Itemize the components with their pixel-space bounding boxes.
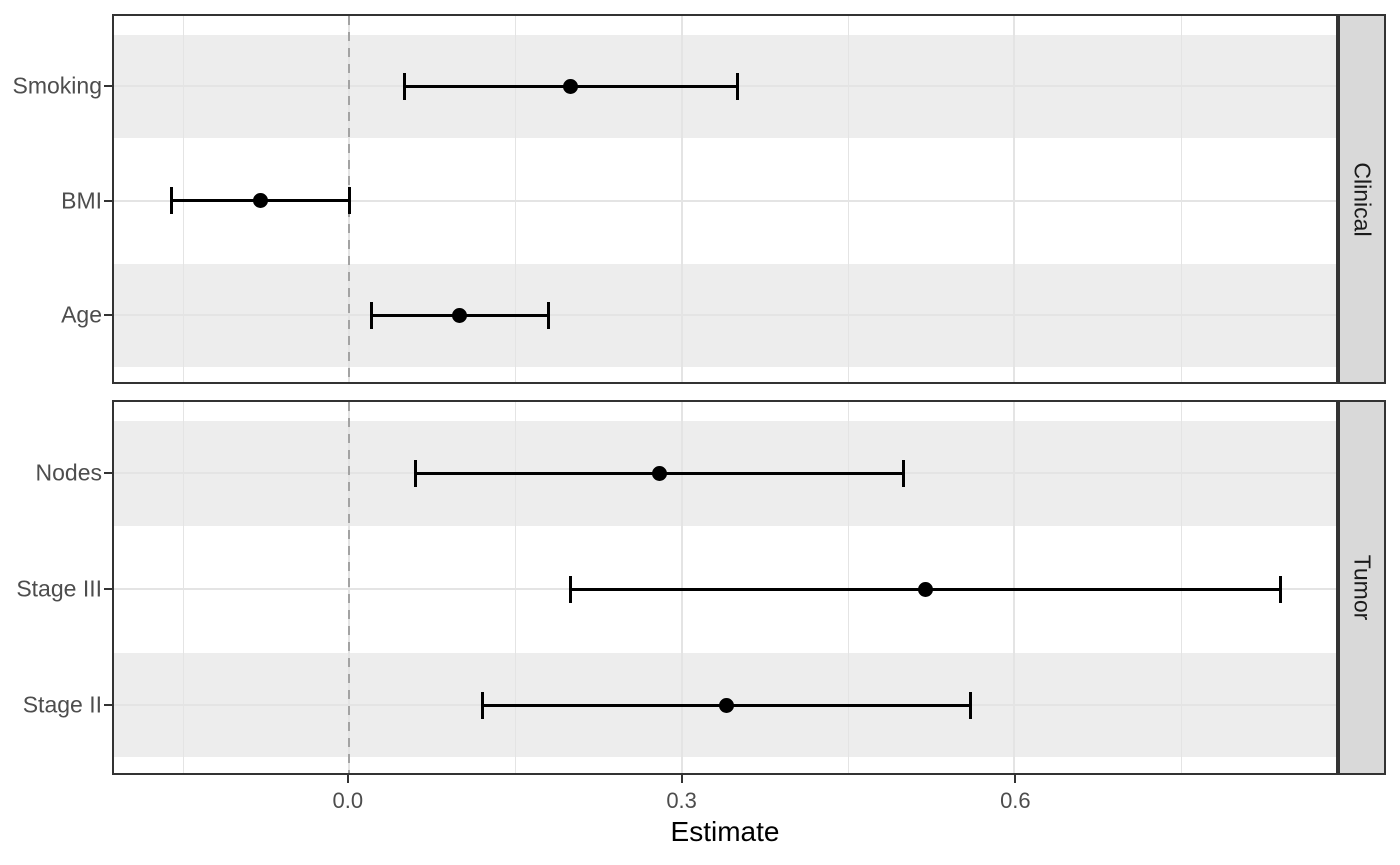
facet-strip-label-clinical: Clinical xyxy=(1349,161,1376,237)
y-axis-tick xyxy=(104,199,112,202)
x-axis-title: Estimate xyxy=(670,816,780,847)
gridline-vertical-major xyxy=(680,402,683,773)
facet-strip-clinical: Clinical xyxy=(1338,14,1386,384)
category-label-age: Age xyxy=(61,301,102,328)
x-axis-tick xyxy=(680,775,683,783)
x-axis-tick xyxy=(1014,775,1017,783)
error-bar-cap-high xyxy=(902,459,906,487)
gridline-vertical-minor xyxy=(182,16,184,382)
category-label-bmi: BMI xyxy=(61,187,102,214)
error-bar-cap-low xyxy=(369,301,373,329)
y-axis-tick xyxy=(104,704,112,707)
y-axis-tick xyxy=(104,314,112,317)
gridline-vertical-minor xyxy=(515,16,517,382)
gridline-vertical-minor xyxy=(848,402,850,773)
x-axis-tick-label: 0.0 xyxy=(332,788,364,813)
category-label-stage-ii: Stage II xyxy=(22,691,102,718)
gridline-vertical-minor xyxy=(515,402,517,773)
facet-strip-label-tumor: Tumor xyxy=(1349,554,1376,621)
error-bar-cap-high xyxy=(735,72,739,100)
y-axis-tick xyxy=(104,472,112,475)
facet-strip-tumor: Tumor xyxy=(1338,400,1386,775)
gridline-vertical-major xyxy=(1013,16,1016,382)
gridline-vertical-major xyxy=(680,16,683,382)
x-axis-tick-label: 0.6 xyxy=(1000,788,1031,813)
category-label-stage-iii: Stage III xyxy=(16,575,102,602)
y-axis-tick xyxy=(104,588,112,591)
error-bar-cap-low xyxy=(480,691,484,719)
gridline-horizontal xyxy=(114,199,1336,202)
point-estimate-nodes xyxy=(652,465,668,481)
x-axis-tick xyxy=(346,775,349,783)
error-bar-cap-low xyxy=(170,187,174,215)
point-estimate-bmi xyxy=(252,193,268,209)
error-bar-cap-low xyxy=(569,575,573,603)
panel-clinical xyxy=(112,14,1338,384)
error-bar-cap-high xyxy=(547,301,551,329)
panel-tumor xyxy=(112,400,1338,775)
error-bar-cap-low xyxy=(414,459,418,487)
gridline-horizontal xyxy=(114,314,1336,317)
point-estimate-smoking xyxy=(563,78,579,94)
zero-reference-line xyxy=(348,402,351,773)
gridline-vertical-major xyxy=(1013,402,1016,773)
point-estimate-stage-iii xyxy=(918,581,934,597)
error-bar-cap-low xyxy=(403,72,407,100)
point-estimate-stage-ii xyxy=(718,697,734,713)
y-axis-tick xyxy=(104,85,112,88)
gridline-vertical-minor xyxy=(1180,16,1182,382)
error-bar-cap-high xyxy=(968,691,972,719)
gridline-vertical-minor xyxy=(1180,402,1182,773)
point-estimate-age xyxy=(452,307,468,323)
category-label-nodes: Nodes xyxy=(35,459,102,486)
error-bar-cap-high xyxy=(1279,575,1283,603)
gridline-vertical-minor xyxy=(848,16,850,382)
error-bar-cap-high xyxy=(347,187,351,215)
category-label-smoking: Smoking xyxy=(12,72,102,99)
x-axis-tick-label: 0.3 xyxy=(666,788,697,813)
gridline-vertical-minor xyxy=(182,402,184,773)
